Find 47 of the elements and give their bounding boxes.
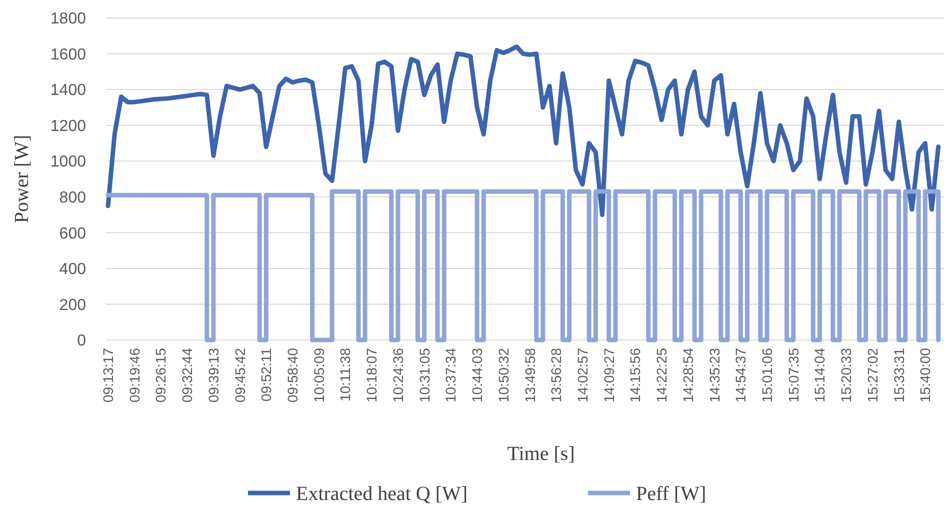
x-tick-label: 09:13:17 — [100, 348, 116, 402]
x-tick-label: 14:54:37 — [732, 348, 749, 402]
y-axis-title: Power [W] — [11, 134, 33, 224]
y-tick-label: 1200 — [50, 118, 86, 135]
y-tick-label: 1400 — [50, 82, 86, 100]
x-tick-label: 09:32:44 — [179, 348, 196, 402]
x-tick-label: 09:26:15 — [152, 348, 169, 402]
legend-label: Peff [W] — [636, 483, 706, 505]
x-tick-label: 14:02:57 — [574, 348, 590, 402]
x-tick-label: 15:40:00 — [917, 348, 934, 402]
x-tick-label: 10:11:38 — [337, 348, 354, 402]
x-tick-label: 09:19:46 — [126, 348, 142, 402]
y-tick-label: 400 — [59, 261, 86, 278]
line-series — [106, 44, 941, 218]
legend-label: Extracted heat Q [W] — [296, 483, 468, 505]
x-tick-label: 15:01:06 — [759, 348, 775, 402]
y-tick-label: 1600 — [50, 46, 86, 64]
x-tick-label: 10:05:09 — [310, 348, 327, 402]
x-tick-label: 10:18:07 — [364, 348, 380, 402]
x-tick-label: 14:35:23 — [706, 348, 722, 402]
x-tick-label: 13:56:28 — [548, 348, 564, 402]
x-axis-title: Time [s] — [507, 443, 575, 465]
x-tick-label: 14:28:54 — [680, 348, 696, 402]
x-tick-label: 14:09:27 — [600, 348, 617, 402]
x-tick-label: 13:49:58 — [522, 348, 538, 402]
x-tick-label: 09:45:42 — [232, 348, 248, 402]
x-tick-label: 10:44:03 — [469, 348, 486, 402]
y-tick-label: 0 — [77, 332, 86, 350]
x-tick-label: 09:39:13 — [205, 348, 222, 402]
x-tick-label: 15:07:35 — [785, 348, 802, 402]
x-tick-label: 10:24:36 — [390, 348, 406, 402]
x-tick-label: 15:14:04 — [812, 348, 828, 402]
x-tick-label: 10:31:05 — [416, 348, 432, 402]
y-tick-label: 600 — [59, 225, 86, 242]
y-tick-label: 200 — [59, 296, 86, 314]
x-tick-label: 09:58:40 — [284, 348, 301, 402]
x-tick-label: 15:33:31 — [890, 348, 907, 402]
y-tick-label: 800 — [59, 189, 86, 206]
y-tick-label: 1800 — [50, 10, 86, 28]
x-tick-label: 10:37:34 — [442, 348, 459, 402]
x-tick-label: 09:52:11 — [258, 348, 274, 402]
x-tick-label: 15:20:33 — [838, 348, 854, 402]
x-tick-label: 15:27:02 — [864, 348, 880, 402]
x-tick-label: 10:50:32 — [495, 348, 512, 402]
x-tick-label: 14:22:25 — [654, 348, 670, 402]
x-tick-label: 14:15:56 — [627, 348, 644, 402]
y-tick-label: 1000 — [50, 154, 86, 171]
